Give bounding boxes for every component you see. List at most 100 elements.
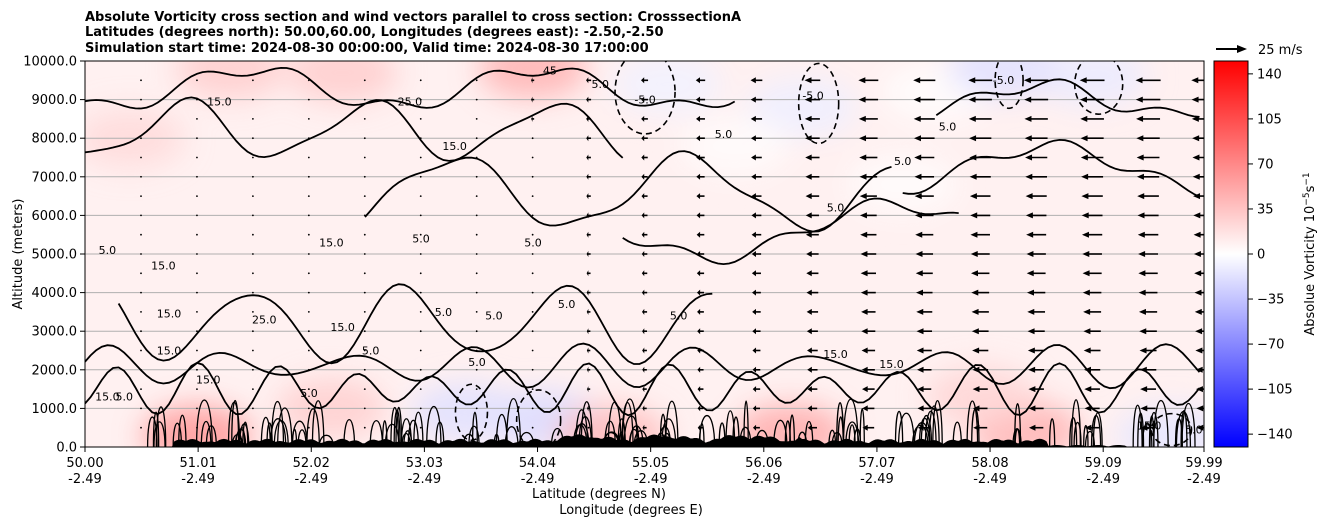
- wind-vector: [972, 405, 988, 412]
- wind-vector-head: [697, 347, 701, 354]
- y-tick-label: 9000.0: [32, 93, 78, 108]
- wind-vector: [586, 347, 591, 354]
- wind-vector-head: [968, 77, 976, 84]
- wind-vector: [695, 115, 705, 122]
- contour-label: 15.0: [157, 308, 182, 321]
- wind-vector: [307, 426, 310, 429]
- wind-vector: [307, 311, 310, 313]
- wind-vector-head: [1082, 251, 1090, 257]
- wind-vector: [419, 253, 422, 255]
- wind-vector: [697, 347, 704, 354]
- wind-vector: [196, 388, 198, 390]
- wind-vector: [307, 233, 310, 236]
- wind-vector: [861, 366, 875, 373]
- x-tick-label-longitude: -2.49: [634, 472, 668, 487]
- negative-contour: [614, 61, 676, 135]
- wind-vector: [1083, 347, 1101, 354]
- low-level-contour: [789, 414, 796, 447]
- wind-vector-head: [586, 96, 589, 103]
- wind-vector: [917, 366, 932, 373]
- wind-vector-head: [641, 154, 645, 161]
- wind-vector-head: [913, 115, 921, 122]
- wind-vector: [970, 251, 990, 257]
- contour-lines: [85, 61, 1201, 447]
- wind-vector: [641, 251, 648, 257]
- wind-vector: [586, 212, 591, 219]
- wind-vector: [1084, 386, 1100, 393]
- negative-contour: [1150, 412, 1193, 447]
- wind-vector-head: [805, 231, 812, 238]
- wind-vector: [969, 154, 992, 161]
- wind-vector: [1138, 251, 1159, 257]
- wind-vector: [1027, 328, 1045, 335]
- wind-vector: [915, 231, 934, 238]
- wind-vector: [196, 330, 198, 333]
- wind-vector: [862, 386, 875, 393]
- wind-vector: [252, 118, 254, 120]
- wind-vector: [859, 173, 878, 180]
- wind-vector-head: [972, 366, 980, 373]
- contour-line: [85, 66, 736, 110]
- wind-vector-head: [1081, 173, 1089, 180]
- wind-vector: [586, 115, 592, 122]
- wind-vector: [914, 212, 934, 219]
- wind-vector: [642, 347, 647, 354]
- wind-vector: [475, 291, 478, 294]
- low-level-contour: [291, 420, 308, 447]
- wind-vector-head: [586, 289, 589, 296]
- wind-vector: [196, 272, 198, 275]
- wind-vector: [1195, 347, 1204, 354]
- low-level-contour: [1132, 404, 1143, 447]
- contour-label: 15.0: [319, 236, 344, 249]
- wind-vector-head: [1024, 135, 1032, 142]
- wind-vector-head: [806, 270, 812, 277]
- wind-vector-head: [917, 405, 924, 412]
- wind-vector-head: [1080, 154, 1088, 161]
- wind-vector: [752, 386, 761, 393]
- wind-vector-head: [1193, 231, 1201, 238]
- wind-vector: [641, 289, 648, 296]
- wind-vector-head: [750, 115, 756, 122]
- wind-vector-head: [1083, 308, 1091, 315]
- vorticity-region: [175, 61, 286, 99]
- wind-vector: [1193, 193, 1204, 200]
- wind-vector: [696, 251, 705, 257]
- wind-vector: [805, 212, 819, 219]
- vorticity-region: [612, 61, 723, 115]
- wind-vector: [859, 135, 878, 142]
- low-level-contour: [395, 407, 403, 447]
- wind-vector-head: [1024, 96, 1032, 103]
- wind-vector: [196, 118, 198, 120]
- wind-vector-head: [1196, 405, 1204, 412]
- wind-vector: [642, 424, 647, 431]
- contour-line: [622, 197, 959, 266]
- wind-vector: [307, 368, 310, 371]
- wind-vector: [252, 272, 254, 275]
- wind-vector-head: [804, 77, 812, 84]
- contour-label: -5.0: [634, 93, 655, 106]
- wind-vector-head: [1083, 347, 1091, 354]
- wind-vector-head: [859, 135, 867, 142]
- wind-vector: [307, 156, 310, 159]
- wind-vector: [1138, 270, 1158, 277]
- wind-vector: [969, 173, 991, 180]
- low-level-contour: [343, 418, 356, 447]
- wind-vector: [1079, 77, 1105, 84]
- colorbar-tick-label: −140: [1257, 428, 1293, 443]
- wind-vector: [140, 233, 142, 236]
- wind-vector: [363, 98, 366, 101]
- wind-vector: [586, 77, 592, 84]
- wind-vector: [531, 368, 534, 371]
- wind-vector-head: [642, 347, 645, 354]
- low-level-contour: [311, 400, 325, 447]
- wind-vector-head: [696, 270, 701, 277]
- wind-vector-head: [916, 328, 924, 335]
- x-tick-label-latitude: 56.06: [745, 456, 782, 471]
- wind-vector: [140, 291, 142, 294]
- wind-vector: [586, 135, 591, 142]
- wind-vector: [140, 388, 142, 390]
- wind-vector-head: [916, 308, 924, 315]
- wind-vector-head: [1140, 424, 1148, 431]
- wind-vector: [969, 193, 991, 200]
- wind-vector: [807, 424, 817, 431]
